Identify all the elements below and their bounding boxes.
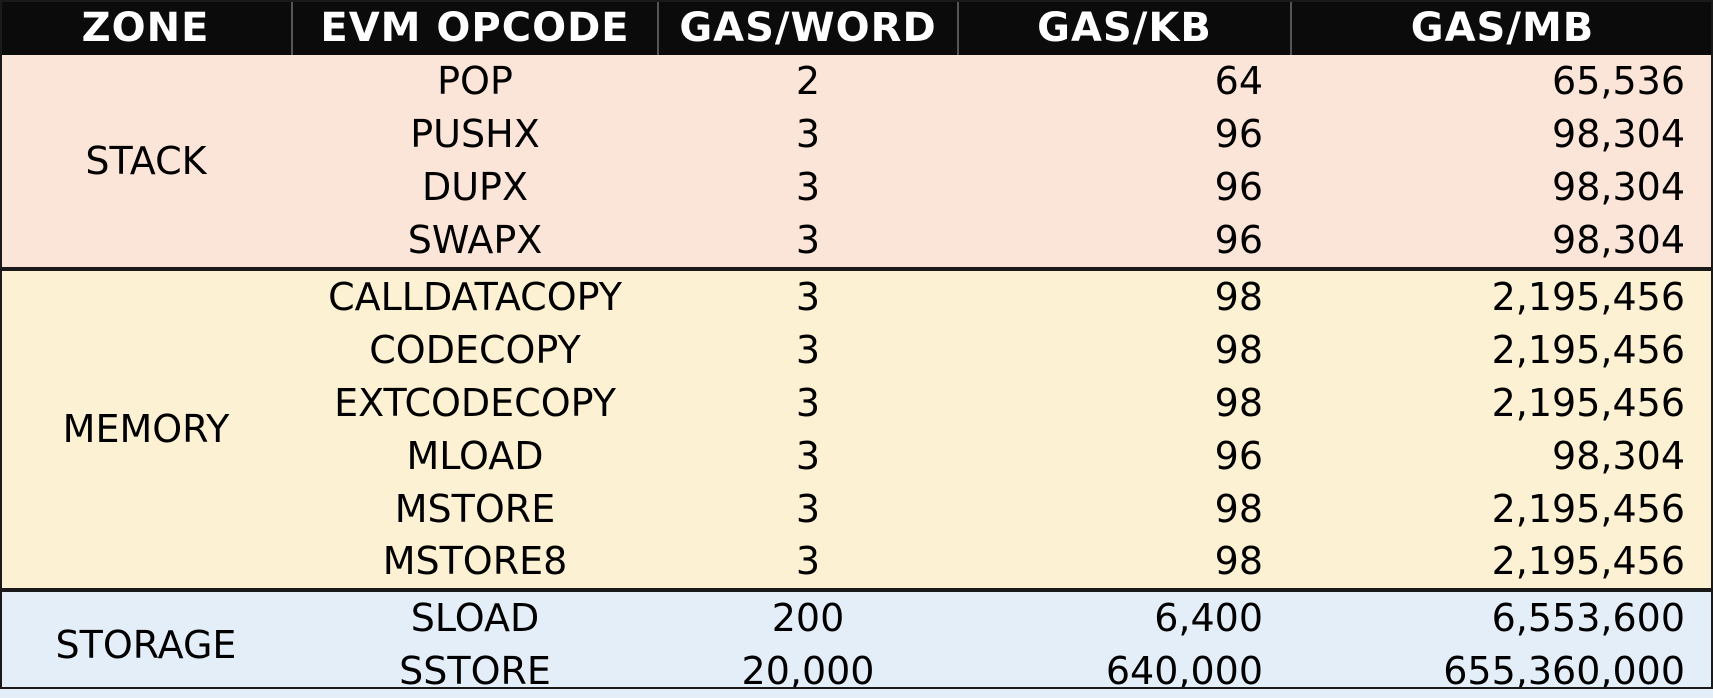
header-zone: ZONE xyxy=(0,0,293,55)
gas-mb-cell: 98,304 xyxy=(1552,218,1685,263)
opcode-cell: CODECOPY xyxy=(369,327,581,372)
gas-word-cell: 3 xyxy=(795,112,821,157)
opcode-cell: SLOAD xyxy=(292,587,658,645)
table-row: STORAGE SLOAD 200 6,400 6,553,600 xyxy=(0,587,1713,698)
header-gas-per-kb: GAS/KB xyxy=(958,0,1292,55)
gas-word-cell: 200 xyxy=(658,587,958,645)
table-body: STACK POP 2 64 65,536 PUSHX 3 96 98,304 DUPX 3 96 98… xyxy=(0,55,1713,698)
gas-word-cell: 3 xyxy=(795,218,821,263)
gas-word-cell: 3 xyxy=(795,327,821,372)
gas-mb-cell: 6,553,600 xyxy=(1291,587,1713,645)
gas-kb-cell: 96 xyxy=(1214,218,1263,263)
opcode-cell: CALLDATACOPY xyxy=(292,266,658,324)
gas-kb-cell: 98 xyxy=(1214,380,1263,425)
gas-mb-cell: 98,304 xyxy=(1552,112,1685,157)
gas-kb-cell: 64 xyxy=(1214,59,1263,104)
opcode-cell: POP xyxy=(437,59,513,104)
table-row: STACK POP 2 64 65,536 xyxy=(0,55,1713,180)
gas-kb-cell: 96 xyxy=(1214,112,1263,157)
gas-kb-cell: 98 xyxy=(1214,486,1263,531)
opcode-cell: MLOAD xyxy=(406,433,544,478)
gas-kb-cell: 640,000 xyxy=(1105,649,1263,694)
gas-word-cell: 3 xyxy=(795,539,821,584)
gas-word-cell: 3 xyxy=(795,433,821,478)
opcode-cell: SSTORE xyxy=(399,649,551,694)
gas-word-cell: 3 xyxy=(795,486,821,531)
header-gas-per-mb: GAS/MB xyxy=(1291,0,1713,55)
opcode-cell: MSTORE8 xyxy=(382,539,568,584)
opcode-cell: DUPX xyxy=(421,165,529,210)
gas-kb-cell: 6,400 xyxy=(958,587,1291,645)
gas-kb-cell: 96 xyxy=(1214,433,1263,478)
gas-mb-cell: 98,304 xyxy=(1552,433,1685,478)
gas-mb-cell: 655,360,000 xyxy=(1443,649,1685,694)
header-row: ZONE EVM OPCODE GAS/WORD GAS/KB GAS/MB xyxy=(0,0,1713,55)
gas-kb-cell: 96 xyxy=(1214,165,1263,210)
gas-word-cell: 3 xyxy=(658,266,958,324)
opcode-cell: PUSHX xyxy=(410,112,540,157)
gas-mb-cell: 2,195,456 xyxy=(1491,539,1685,584)
gas-mb-cell: 2,195,456 xyxy=(1491,380,1685,425)
header-evm-opcode: EVM OPCODE xyxy=(292,0,659,55)
gas-mb-cell: 2,195,456 xyxy=(1491,486,1685,531)
gas-mb-cell: 65,536 xyxy=(1552,59,1685,104)
zone-cell: MEMORY xyxy=(0,266,292,590)
gas-word-cell: 2 xyxy=(795,59,821,104)
gas-mb-cell: 98,304 xyxy=(1552,165,1685,210)
gas-kb-cell: 98 xyxy=(1214,539,1263,584)
gas-mb-cell: 2,195,456 xyxy=(1291,266,1713,324)
zone-cell: STORAGE xyxy=(0,587,292,698)
opcode-cell: SWAPX xyxy=(407,218,543,263)
opcode-cell: EXTCODECOPY xyxy=(334,380,616,425)
gas-kb-cell: 98 xyxy=(958,266,1291,324)
gas-mb-cell: 2,195,456 xyxy=(1491,327,1685,372)
gas-word-cell: 20,000 xyxy=(741,649,875,694)
gas-word-cell: 3 xyxy=(795,380,821,425)
opcode-cell: MSTORE xyxy=(394,486,556,531)
table-row: MEMORY CALLDATACOPY 3 98 2,195,456 xyxy=(0,266,1713,590)
gas-kb-cell: 98 xyxy=(1214,327,1263,372)
gas-word-cell: 3 xyxy=(795,165,821,210)
header-gas-per-word: GAS/WORD xyxy=(658,0,959,55)
zone-cell: STACK xyxy=(85,138,207,183)
